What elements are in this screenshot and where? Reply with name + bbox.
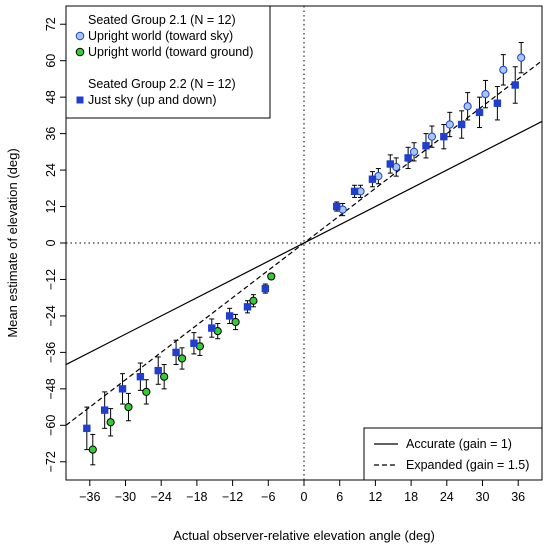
data-point-square (208, 324, 216, 332)
data-point-circle (177, 354, 187, 363)
y-tick-label: 36 (44, 127, 58, 141)
legend-accurate-label: Accurate (gain = 1) (406, 437, 512, 451)
y-tick-label: 12 (44, 200, 58, 214)
x-tick-label: 30 (476, 490, 490, 504)
data-point-square (100, 406, 109, 414)
x-axis-label: Actual observer-relative elevation angle… (173, 528, 435, 543)
data-point-circle (249, 296, 258, 305)
x-tick-label: −18 (186, 490, 207, 504)
x-tick-label: 24 (440, 490, 454, 504)
x-tick-label: 36 (511, 490, 525, 504)
data-point-circle (160, 372, 169, 381)
data-point-square (440, 132, 448, 141)
data-point-square (422, 142, 430, 150)
y-tick-label: 0 (44, 239, 58, 246)
data-point-circle (231, 317, 240, 327)
legend-sky-marker (75, 31, 85, 41)
data-point-square (511, 81, 519, 89)
legend-ground-label: Upright world (toward ground) (88, 45, 253, 59)
data-point-circle (445, 120, 454, 129)
data-point-square (493, 99, 502, 107)
data-point-circle (267, 272, 276, 281)
data-point-square (118, 385, 127, 393)
x-tick-label: 18 (404, 490, 418, 504)
x-tick-label: 0 (301, 490, 308, 504)
data-point-circle (481, 90, 490, 99)
legend-bottom-box (363, 427, 543, 481)
data-point-square (190, 339, 198, 347)
legend-ground-marker (75, 47, 85, 57)
data-point-circle (88, 445, 97, 454)
legend-bottom: Accurate (gain = 1) Expanded (gain = 1.5… (363, 427, 543, 481)
x-tick-label: 6 (336, 490, 343, 504)
data-point-square (261, 284, 270, 293)
data-point-square (136, 372, 145, 381)
y-tick-label: −24 (44, 305, 58, 326)
data-point-square (475, 108, 484, 117)
legend-group2-title: Seated Group 2.2 (N = 12) (88, 77, 236, 91)
data-point-circle (124, 402, 133, 412)
data-point-square (386, 160, 394, 168)
x-tick-label: −6 (261, 490, 275, 504)
data-point-square (225, 312, 234, 320)
data-point-circle (427, 132, 437, 141)
y-tick-label: 60 (44, 54, 58, 68)
data-point-square (154, 366, 162, 375)
legend-expanded-label: Expanded (gain = 1.5) (406, 458, 529, 472)
data-point-square (83, 424, 91, 433)
data-point-circle (463, 102, 472, 111)
legend-top: Seated Group 2.1 (N = 12) Upright world … (65, 5, 271, 119)
y-tick-label: −36 (44, 342, 58, 363)
legend-sky-label: Upright world (toward sky) (88, 29, 233, 43)
legend-top-box (65, 5, 271, 119)
x-tick-label: 12 (368, 490, 382, 504)
data-point-square (243, 303, 252, 311)
y-tick-label: 24 (44, 163, 58, 177)
x-tick-label: −24 (151, 490, 172, 504)
data-point-square (333, 202, 341, 211)
y-tick-label: −12 (44, 269, 58, 290)
data-point-circle (517, 53, 526, 62)
y-tick-label: 72 (44, 17, 58, 31)
y-tick-label: −48 (44, 378, 58, 399)
data-point-circle (409, 147, 419, 156)
data-point-square (368, 175, 377, 183)
data-point-square (457, 120, 466, 129)
x-tick-label: −36 (79, 490, 100, 504)
y-tick-label: −72 (44, 451, 58, 472)
y-tick-label: −60 (44, 415, 58, 436)
data-point-circle (499, 65, 508, 74)
legend-justsky-marker (76, 96, 84, 104)
data-point-circle (106, 418, 115, 427)
x-tick-label: −12 (222, 490, 243, 504)
legend-group1-title: Seated Group 2.1 (N = 12) (88, 13, 236, 27)
x-tick-label: −30 (115, 490, 136, 504)
y-axis-label: Mean estimate of elevation (deg) (5, 148, 20, 337)
data-point-circle (142, 387, 151, 396)
data-point-square (350, 187, 359, 196)
data-point-square (172, 348, 180, 357)
y-tick-label: 48 (44, 90, 58, 104)
legend-justsky-label: Just sky (up and down) (88, 93, 217, 107)
data-point-square (404, 154, 412, 162)
